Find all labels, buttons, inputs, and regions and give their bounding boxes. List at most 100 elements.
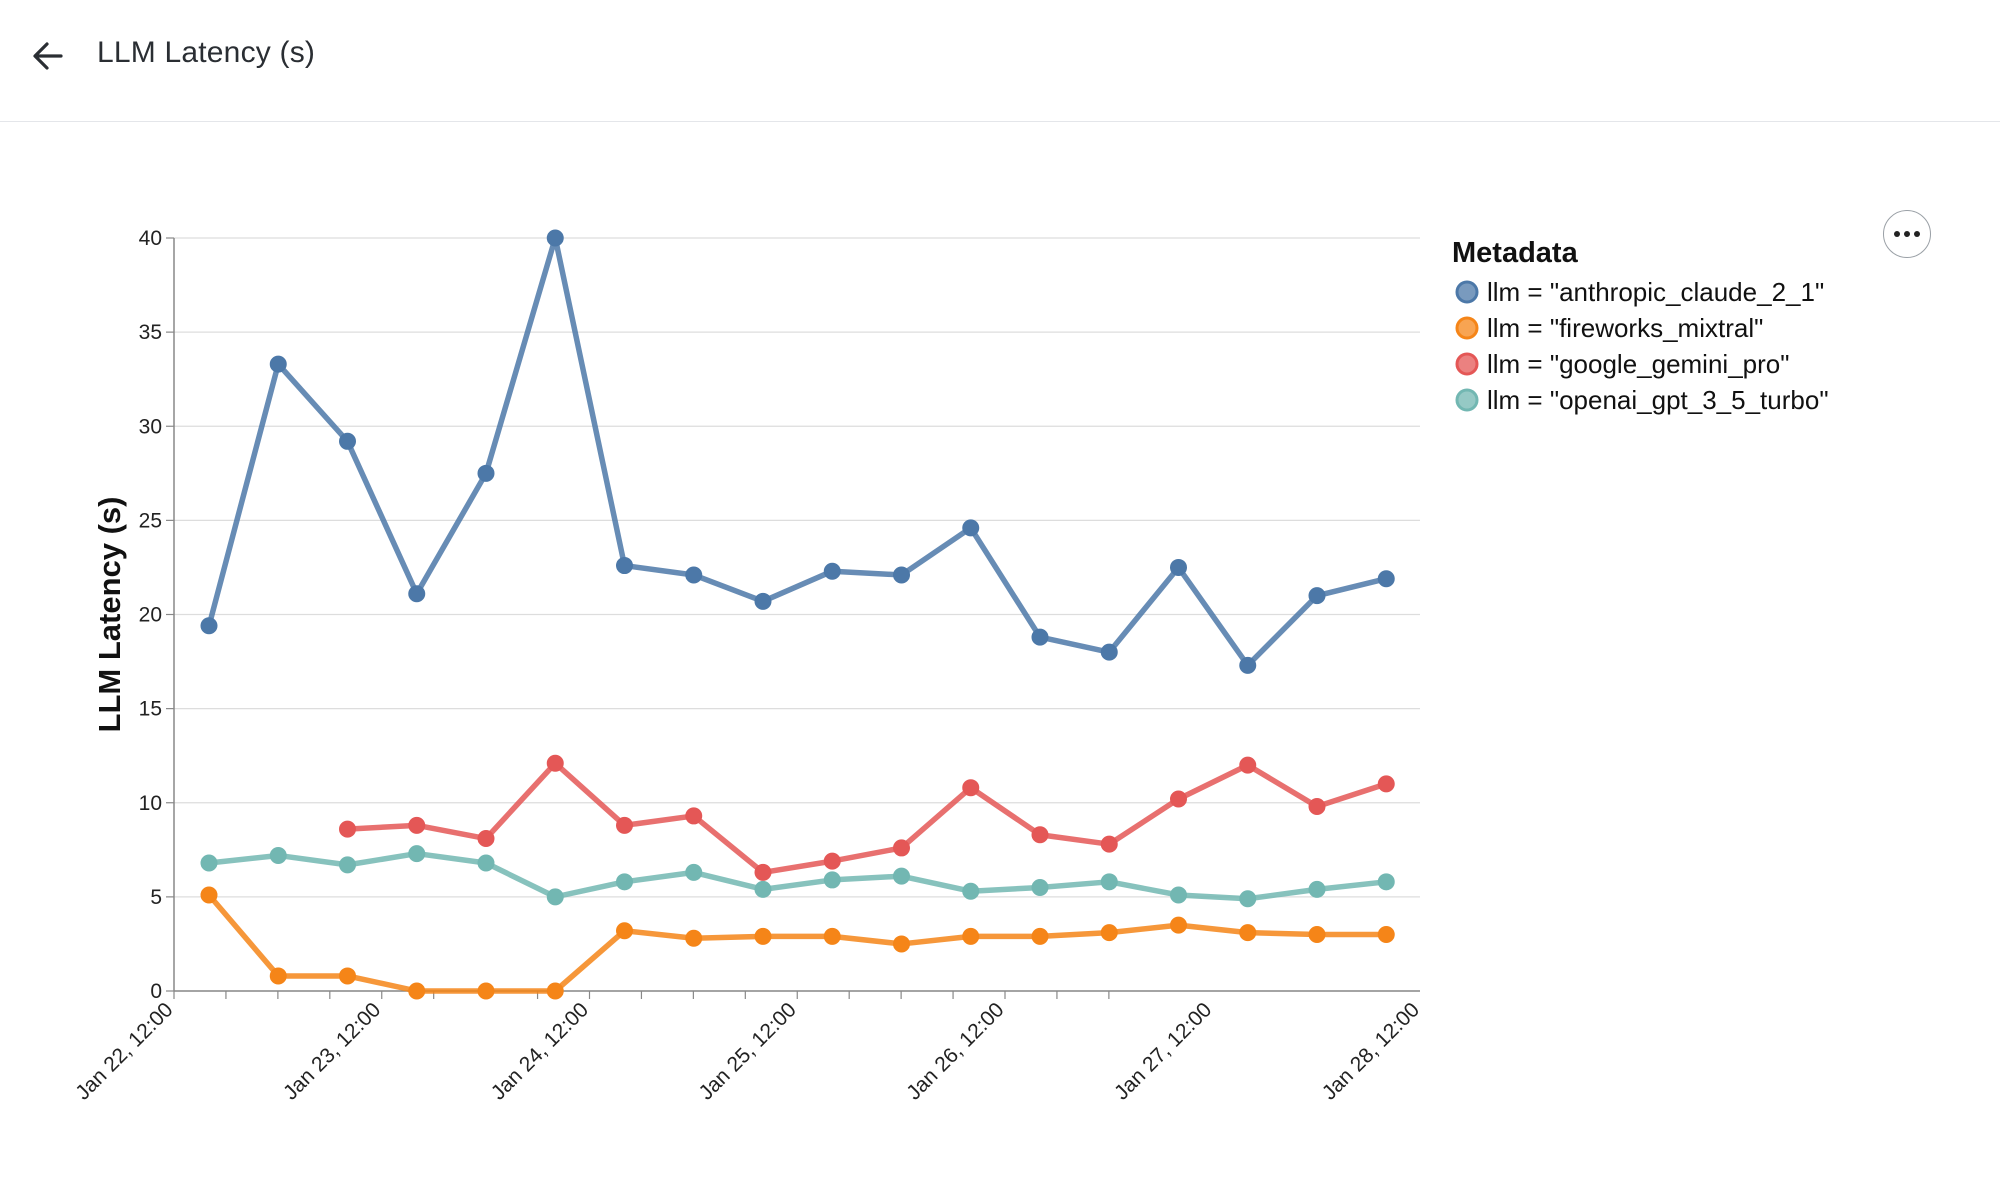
data-point [408,982,426,1000]
data-point [546,754,564,772]
data-point [754,880,772,898]
data-point [1308,798,1326,816]
x-tick-label: Jan 22, 12:00 [71,998,177,1104]
series-line [347,760,1388,876]
data-point [200,886,218,904]
x-tick-label: Jan 26, 12:00 [902,998,1008,1104]
data-point [754,863,772,881]
data-point [1031,628,1049,646]
data-point [408,585,426,603]
legend-label: llm = "fireworks_mixtral" [1487,313,1763,343]
data-point [1100,873,1118,891]
page-header: LLM Latency (s) [0,0,2000,122]
data-point [1239,924,1257,942]
data-point [339,432,356,450]
legend-swatch [1455,316,1479,340]
legend-label: llm = "google_gemini_pro" [1487,349,1789,379]
data-point [754,927,772,945]
data-point [962,519,980,537]
data-point [477,464,495,482]
data-point [1308,926,1326,944]
y-tick-label: 35 [139,321,162,344]
data-point [616,557,633,575]
x-tick-label: Jan 28, 12:00 [1318,998,1424,1104]
data-point [546,229,564,247]
back-button[interactable] [22,30,74,82]
arrow-left-icon [33,42,63,70]
y-tick-label: 30 [139,415,162,438]
data-point [754,592,772,610]
data-point [1239,756,1257,774]
data-point [339,820,356,838]
data-point [893,839,910,857]
data-point [1031,826,1049,844]
data-point [616,873,633,891]
data-point [1170,558,1187,576]
data-point [1239,890,1257,908]
y-tick-label: 40 [139,227,162,250]
data-point [200,617,218,635]
data-point [477,854,495,872]
data-point [685,863,703,881]
page-title: LLM Latency (s) [97,36,316,69]
data-point [1377,873,1395,891]
x-tick-label: Jan 25, 12:00 [695,998,801,1104]
legend-swatch [1455,352,1479,376]
data-point [962,882,980,900]
legend-label: llm = "openai_gpt_3_5_turbo" [1487,385,1829,415]
y-tick-label: 0 [150,980,162,1003]
data-point [269,355,287,373]
data-point [685,566,703,584]
data-point [685,929,703,947]
series-line [206,893,1387,994]
data-point [1100,643,1118,661]
data-point [1031,927,1049,945]
data-point [546,888,564,906]
y-tick-label: 5 [150,886,162,909]
data-point [269,967,287,985]
data-point [477,982,495,1000]
data-point [477,830,495,848]
data-point [1377,570,1395,588]
y-tick-label: 10 [139,792,162,815]
data-point [339,967,356,985]
data-point [616,816,633,834]
data-point [962,927,980,945]
data-point [823,927,841,945]
data-point [1100,835,1118,853]
x-tick-label: Jan 24, 12:00 [487,998,593,1104]
data-point [823,852,841,870]
legend-swatch [1455,388,1479,412]
legend-title: Metadata [1452,237,1579,269]
data-point [269,846,287,864]
data-point [1308,587,1326,605]
data-point [1170,916,1187,934]
data-point [893,867,910,885]
data-point [200,854,218,872]
data-point [1377,775,1395,793]
y-tick-label: 25 [139,509,162,532]
more-horizontal-icon [1894,231,1900,237]
data-point [1170,790,1187,808]
data-point [408,816,426,834]
data-point [1377,926,1395,944]
data-point [962,779,980,797]
data-point [823,871,841,889]
more-options-button[interactable] [1883,210,1931,258]
data-point [1031,878,1049,896]
data-point [685,807,703,825]
data-point [546,982,564,1000]
data-point [823,562,841,580]
data-point [1170,886,1187,904]
data-point [616,922,633,940]
legend-swatch [1455,280,1479,304]
series-line [208,850,1387,902]
y-tick-label: 20 [139,604,162,627]
data-point [1100,924,1118,942]
y-axis-title: LLM Latency (s) [92,497,127,733]
x-tick-label: Jan 27, 12:00 [1110,998,1216,1104]
data-point [1308,880,1326,898]
data-point [339,856,356,874]
data-point [1239,656,1257,674]
